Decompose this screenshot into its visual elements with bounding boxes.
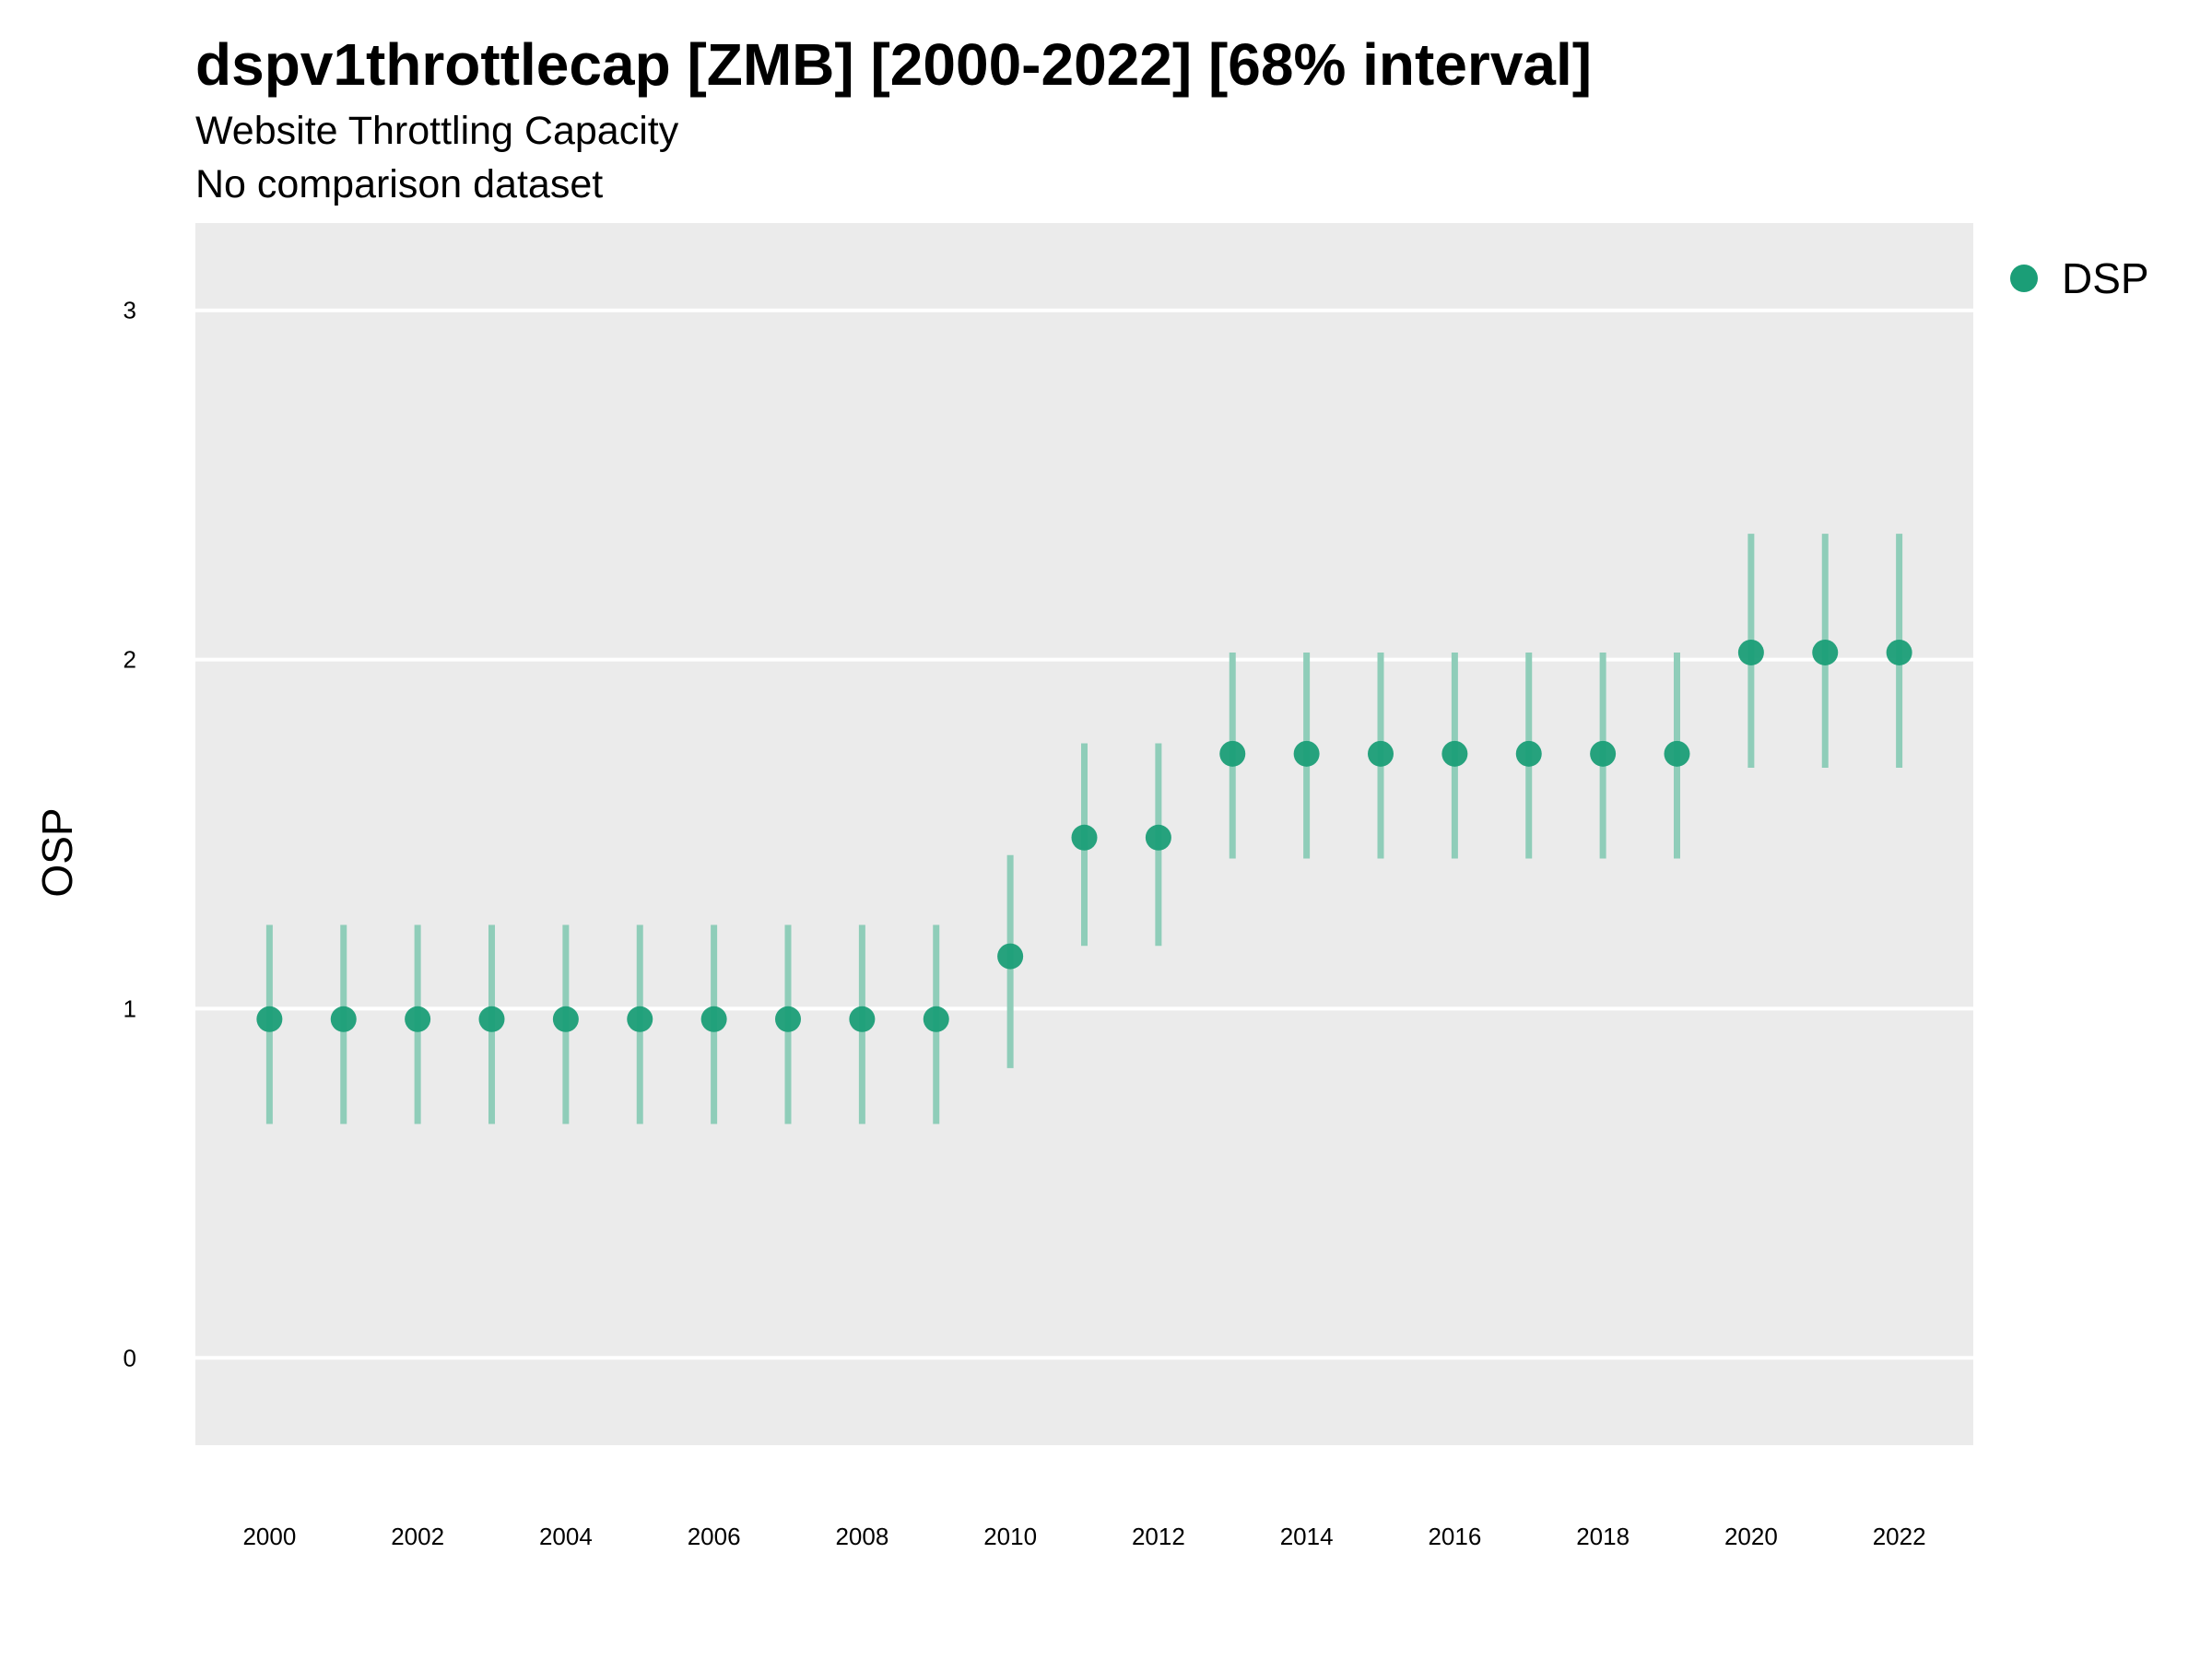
data-point [330,1006,357,1032]
data-point [1293,740,1320,767]
chart-title: dspv1throttlecap [ZMB] [2000-2022] [68% … [195,31,1592,98]
data-point [1368,740,1394,767]
x-axis-ticks: 2000 2002 2004 2006 2008 2010 2012 2014 2016 2018… [242,1523,1925,1550]
x-tick-label: 2012 [1132,1523,1185,1550]
data-point [627,1006,653,1032]
y-tick-label: 2 [124,646,136,674]
x-tick-label: 2018 [1576,1523,1630,1550]
data-points [256,639,1912,1032]
y-axis-ticks: 0 1 2 3 [124,297,136,1372]
chart-subtitle: Website Throttling Capacity [195,109,679,153]
x-tick-label: 2006 [688,1523,741,1550]
data-point [1145,824,1171,851]
y-tick-label: 1 [124,994,136,1022]
data-point [1071,824,1098,851]
data-point [700,1006,727,1032]
data-point [997,943,1024,970]
data-point [849,1006,876,1032]
data-point [256,1006,283,1032]
data-point [1737,639,1764,665]
data-point [1515,740,1542,767]
x-tick-label: 2020 [1724,1523,1778,1550]
legend: DSP [2010,254,2149,302]
data-point [1812,639,1839,665]
data-point [405,1006,431,1032]
chart-subtitle-secondary: No comparison dataset [195,162,603,206]
data-point [1441,740,1468,767]
x-tick-label: 2010 [983,1523,1037,1550]
x-tick-label: 2022 [1873,1523,1926,1550]
y-tick-label: 3 [124,297,136,324]
y-axis-label: OSP [33,807,81,897]
x-tick-label: 2000 [242,1523,296,1550]
data-point [1590,740,1617,767]
legend-marker [2010,265,2038,292]
y-tick-label: 0 [124,1344,136,1371]
x-tick-label: 2004 [539,1523,593,1550]
x-tick-label: 2016 [1428,1523,1481,1550]
legend-label: DSP [2062,254,2149,302]
data-point [923,1006,949,1032]
data-point [1219,740,1246,767]
data-point [1886,639,1912,665]
x-tick-label: 2002 [391,1523,444,1550]
data-point [1664,740,1690,767]
x-tick-label: 2008 [835,1523,888,1550]
data-point [775,1006,801,1032]
data-point [478,1006,505,1032]
data-point [552,1006,579,1032]
x-tick-label: 2014 [1280,1523,1334,1550]
